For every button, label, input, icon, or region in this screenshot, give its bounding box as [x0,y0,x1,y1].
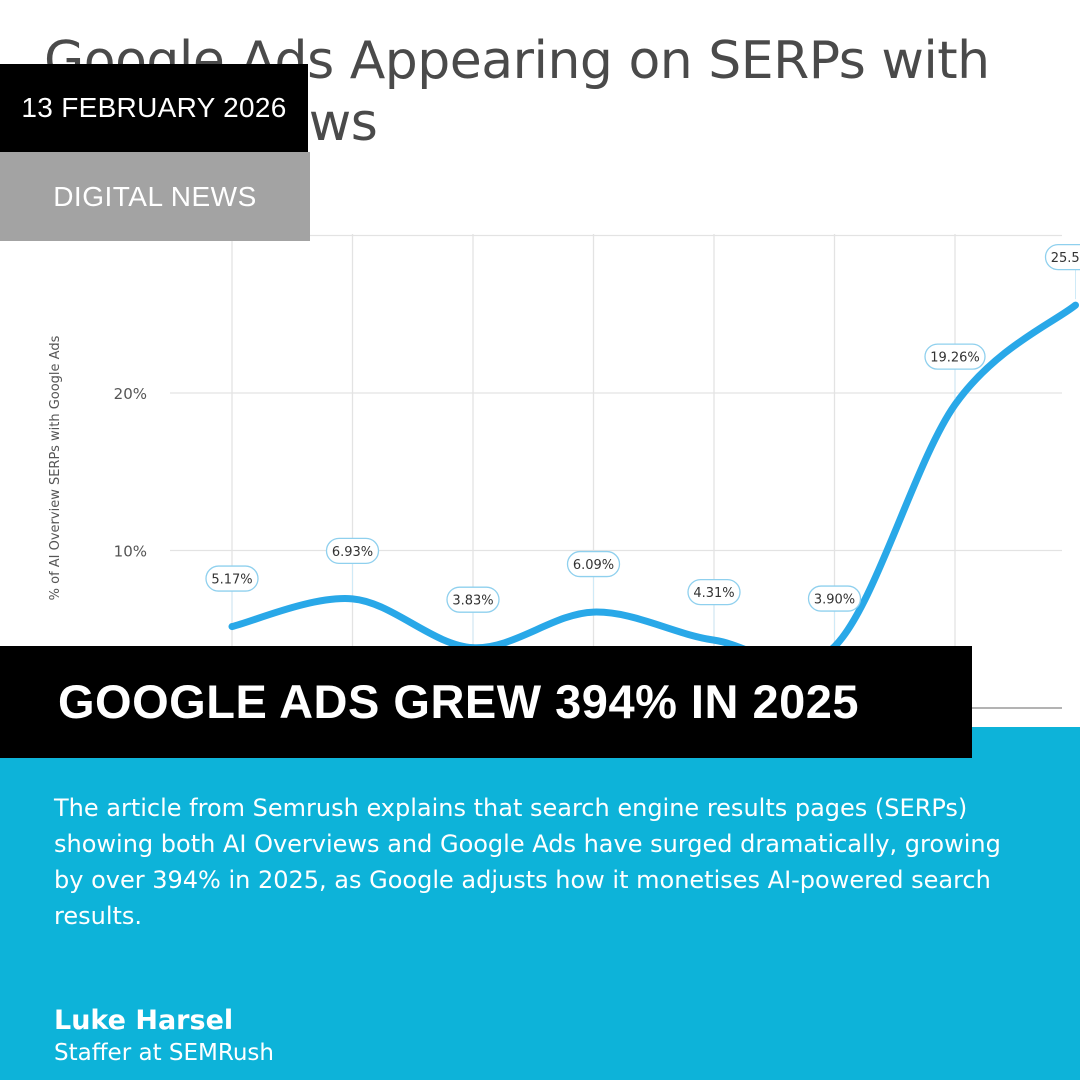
data-label-text: 25.58% [1051,251,1080,266]
data-label-pill [566,550,621,578]
author-name: Luke Harsel [54,1005,234,1036]
data-label: 3.90% [807,585,862,641]
data-label-text: 3.90% [814,593,855,608]
y-axis-label: % of AI Overview SERPs with Google Ads [48,335,63,600]
data-labels: 5.17% 6.93% 3.83% 6.09% 4.31% 3.90% 19.26% 25.5… [205,243,1080,642]
data-label-text: 6.93% [332,545,373,560]
data-label-pill [687,578,741,606]
y-tick-label: 20% [114,385,147,403]
data-label: 25.58% [1044,243,1080,300]
data-label-pill [924,343,986,370]
data-label: 6.09% [566,550,621,607]
data-label-pill [807,585,862,612]
article-summary: The article from Semrush explains that s… [54,794,1001,930]
data-label-text: 4.31% [693,586,734,601]
data-label-text: 6.09% [573,558,614,573]
data-label: 19.26% [924,343,986,399]
data-label-text: 3.83% [452,594,493,609]
headline: GOOGLE ADS GREW 394% IN 2025 [0,646,972,758]
info-panel [0,727,1080,1080]
data-label-pill [205,565,259,592]
data-label-pill [1044,243,1080,271]
y-tick-labels: 10% 20% [114,385,147,561]
data-label-pill [446,586,500,613]
data-label: 4.31% [687,578,741,635]
data-label: 3.83% [446,586,500,642]
data-label-text: 5.17% [211,573,252,588]
chart-grid [170,234,1062,709]
category-badge: DIGITAL NEWS [0,152,310,241]
data-label: 5.17% [205,565,259,621]
data-label: 6.93% [325,537,380,593]
date-badge: 13 FEBRUARY 2026 [0,64,308,152]
data-label-pill [325,537,380,565]
series-line [228,301,1079,668]
data-label-text: 19.26% [930,351,980,366]
author-role: Staffer at SEMRush [54,1040,274,1066]
y-tick-label: 10% [114,543,147,561]
